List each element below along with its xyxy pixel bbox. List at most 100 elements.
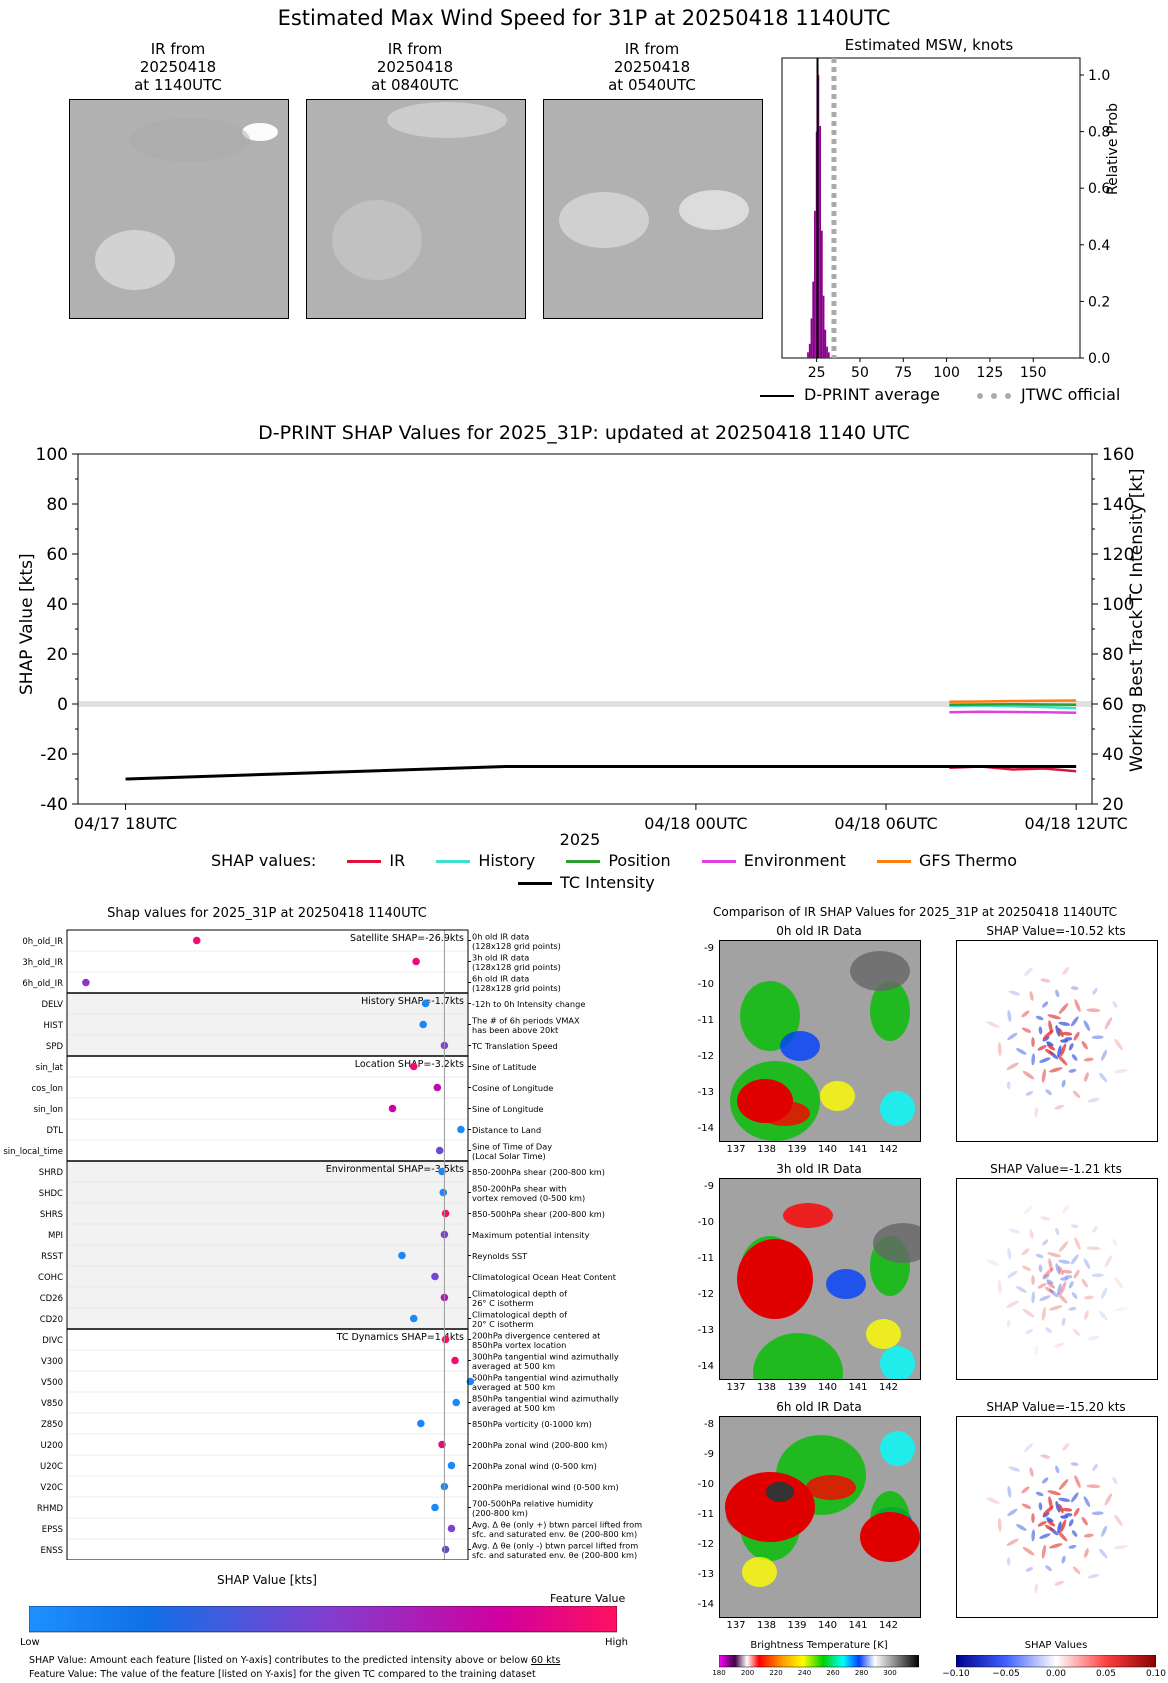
ts-xtick-label: 04/18 06UTC: [834, 814, 937, 833]
cmp-ytick-label: -10: [697, 1479, 714, 1490]
ir-data-title: 3h old IR Data: [776, 1162, 862, 1176]
shap-stripe: [1083, 1020, 1091, 1032]
ir-panel-3-line2: 20250418: [613, 58, 691, 76]
shap-stripe: [1084, 1548, 1089, 1558]
bt-tick-label: 300: [883, 1669, 897, 1677]
feature-name: CD26: [40, 1294, 63, 1304]
shap-stripe: [997, 1279, 1002, 1294]
cmp-xtick-label: 137: [726, 1144, 746, 1155]
hist-xtick-label: 50: [851, 365, 869, 381]
shap-stripe: [1038, 1502, 1043, 1511]
shap-tick-label: 0.10: [1145, 1669, 1167, 1679]
feature-desc: Sine of Longitude: [472, 1104, 544, 1114]
shap-stripe: [1007, 1009, 1012, 1022]
shap-stripe: [1016, 1048, 1027, 1055]
feature-desc: Climatological depth of: [472, 1289, 568, 1299]
hist-ylabel: Relative Prob: [1105, 102, 1121, 195]
ir-feature: [753, 1333, 843, 1379]
shap-stripe: [1007, 1247, 1012, 1260]
shap-stripe: [1006, 1300, 1019, 1308]
shap-stripe: [1042, 1029, 1054, 1040]
footnote-1-threshold: 60 kts: [530, 1655, 561, 1666]
shap-stripe: [1044, 1048, 1054, 1056]
series-gfs-thermo: [949, 699, 1077, 703]
feature-desc: 6h old IR data: [472, 974, 529, 984]
shap-stripe: [1072, 1328, 1081, 1337]
hist-bar: [827, 352, 830, 358]
shap-stripe: [1021, 1486, 1030, 1494]
shap-point-DTL: [457, 1125, 465, 1134]
hist-xtick-label: 75: [894, 365, 912, 381]
shap-stripe: [1058, 1259, 1071, 1264]
ir-feature: [880, 1431, 915, 1466]
shap-stripe: [1068, 1068, 1077, 1073]
feature-name: 3h_old_IR: [22, 958, 63, 968]
legend-ir-label: IR: [389, 851, 406, 870]
ts-ytick-label: 60: [46, 545, 68, 565]
legend-gfs-label: GFS Thermo: [919, 851, 1017, 870]
ir-feature: [740, 981, 800, 1051]
feature-name: HIST: [44, 1021, 64, 1031]
shap-stripe: [1029, 1467, 1034, 1477]
shap-point-CD20: [409, 1314, 418, 1323]
shap-stripe: [1048, 1258, 1053, 1272]
feature-desc: 850-200hPa shear with: [472, 1184, 566, 1194]
shap-stripe: [1060, 1519, 1067, 1533]
legend-position-swatch: [566, 860, 601, 863]
shap-stripe: [1049, 1543, 1063, 1549]
shap-point-SHDC: [439, 1188, 448, 1197]
shap-stripe: [1021, 1010, 1030, 1018]
ir-feature: [870, 981, 910, 1041]
shap-stripe: [1007, 1270, 1018, 1279]
shap-stripe: [1114, 1307, 1128, 1312]
shap-stripe: [1068, 1043, 1074, 1051]
shap-stripe: [1047, 1252, 1061, 1258]
feature-desc: 300hPa tangential wind azimuthally: [472, 1352, 619, 1362]
feature-desc: 200hPa divergence centered at: [472, 1331, 601, 1341]
feature-desc: averaged at 500 km: [472, 1361, 555, 1371]
shap-stripe: [1064, 1513, 1073, 1517]
cmp-ytick-label: -13: [697, 1087, 714, 1098]
feature-desc: 200hPa zonal wind (0-500 km): [472, 1461, 597, 1471]
hist-ytick-label: 0.8: [1088, 125, 1110, 141]
shap-stripe: [1016, 1286, 1027, 1293]
feature-desc: 850hPa tangential wind azimuthally: [472, 1394, 619, 1404]
ts-xtick-label: 04/17 18UTC: [74, 814, 177, 833]
cmp-ytick-label: -10: [697, 979, 714, 990]
shap-point-cos_lon: [433, 1083, 442, 1092]
feature-desc: sfc. and saturated env. θe (200-800 km): [472, 1529, 637, 1539]
shap-stripe: [1038, 1264, 1043, 1273]
ts-ytick-label: 80: [46, 495, 68, 515]
shap-point-V850: [452, 1398, 461, 1407]
shap-stripe: [986, 1497, 1000, 1504]
ir-data-map: [719, 1416, 921, 1618]
feature-desc: Cosine of Longitude: [472, 1083, 553, 1093]
shap-stripe: [1037, 1045, 1047, 1051]
shap-stripe: [1055, 1025, 1061, 1037]
shap-stripe: [1081, 1278, 1088, 1288]
ir-panel-3-line3: at 0540UTC: [608, 76, 696, 94]
feature-name: 6h_old_IR: [22, 979, 63, 989]
shap-stripe: [1070, 1492, 1079, 1503]
hist-xtick-label: 150: [1020, 365, 1047, 381]
feature-desc: (200-800 km): [472, 1508, 528, 1518]
shap-point-Z850: [417, 1419, 425, 1428]
shap-stripe: [997, 1041, 1002, 1056]
shap-tick-label: 0.05: [1095, 1669, 1117, 1679]
shap-stripe: [1114, 1545, 1128, 1550]
ts-y2tick-label: 20: [1102, 795, 1124, 815]
feature-desc: Climatological Ocean Heat Content: [472, 1272, 617, 1282]
shap-stripe: [1022, 1070, 1035, 1080]
shap-stripe: [1029, 991, 1034, 1001]
cmp-xtick-label: 139: [787, 1620, 807, 1631]
cmp-xtick-label: 140: [817, 1620, 838, 1631]
shap-stripe: [1086, 1008, 1101, 1013]
shap-stripe: [1087, 1335, 1100, 1341]
shap-stripe: [1041, 1544, 1046, 1559]
shap-stripe: [1058, 1021, 1071, 1026]
feature-name: sin_local_time: [3, 1147, 63, 1157]
feature-desc: (128x128 grid points): [472, 983, 561, 993]
bt-tick-label: 260: [826, 1669, 840, 1677]
feature-name: ENSS: [40, 1546, 63, 1556]
hist-bar: [824, 329, 827, 358]
